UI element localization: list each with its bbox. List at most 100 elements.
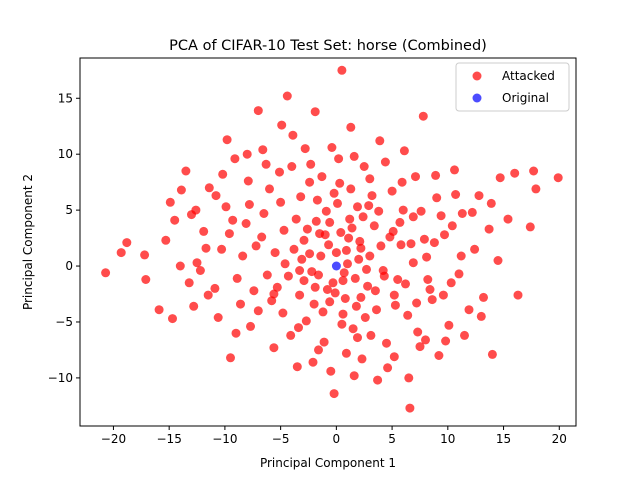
attacked-point: [338, 276, 348, 286]
attacked-point: [308, 357, 318, 367]
attacked-point: [432, 193, 442, 203]
attacked-point: [383, 363, 393, 373]
attacked-point: [370, 286, 380, 296]
attacked-point: [419, 234, 429, 244]
attacked-point: [184, 278, 194, 288]
attacked-point: [297, 254, 307, 264]
attacked-point: [454, 269, 464, 279]
attacked-point: [389, 290, 399, 300]
attacked-point: [282, 91, 292, 101]
plot-area-frame: [79, 57, 577, 427]
attacked-point: [327, 143, 337, 152]
attacked-point: [253, 306, 263, 316]
attacked-point: [265, 184, 274, 194]
attacked-point: [369, 221, 379, 231]
attacked-point: [204, 183, 214, 193]
attacked-point: [305, 177, 315, 187]
attacked-point: [553, 173, 563, 183]
attacked-point: [299, 276, 309, 286]
attacked-point: [296, 192, 306, 202]
legend-label-attacked: Attacked: [502, 69, 555, 83]
legend-marker-original: [472, 93, 482, 103]
attacked-point: [275, 167, 284, 177]
attacked-point: [350, 273, 360, 283]
points-layer: [101, 65, 563, 413]
attacked-point: [355, 236, 365, 246]
attacked-point: [267, 296, 277, 306]
attacked-point: [249, 286, 259, 296]
attacked-point: [228, 215, 238, 225]
attacked-point: [277, 120, 287, 130]
attacked-point: [464, 305, 474, 315]
attacked-point: [356, 243, 366, 253]
y-tick-label: 0: [65, 259, 73, 273]
attacked-point: [404, 373, 414, 383]
attacked-point: [318, 307, 328, 317]
attacked-point: [306, 159, 316, 169]
attacked-point: [460, 330, 469, 340]
attacked-point: [363, 281, 373, 291]
x-tick-label: 10: [440, 432, 455, 446]
attacked-point: [337, 65, 347, 75]
attacked-point: [165, 197, 175, 207]
attacked-point: [312, 195, 322, 205]
attacked-point: [389, 352, 399, 362]
attacked-point: [346, 184, 356, 194]
attacked-point: [354, 254, 364, 264]
x-tick-label: 5: [388, 432, 396, 446]
attacked-point: [326, 366, 336, 376]
attacked-point: [246, 321, 255, 331]
x-tick-label: −10: [212, 432, 237, 446]
attacked-point: [289, 244, 299, 254]
attacked-point: [408, 212, 418, 222]
attacked-point: [310, 282, 320, 292]
attacked-point: [187, 210, 196, 220]
attacked-point: [349, 371, 359, 381]
attacked-point: [329, 188, 339, 198]
attacked-point: [189, 301, 199, 311]
x-axis-ticks: −20 −15 −10 −5 0 5 10 15 20: [101, 426, 567, 446]
attacked-point: [393, 275, 403, 284]
attacked-point: [406, 239, 416, 249]
attacked-point: [307, 267, 317, 277]
attacked-point: [340, 294, 350, 303]
chart-title: PCA of CIFAR-10 Test Set: horse (Combine…: [169, 38, 487, 54]
attacked-point: [427, 295, 437, 305]
attacked-point: [513, 290, 523, 300]
attacked-point: [374, 206, 384, 216]
attacked-point: [470, 244, 480, 254]
attacked-point: [444, 320, 454, 330]
attacked-point: [324, 240, 334, 250]
attacked-point: [311, 216, 321, 226]
attacked-point: [270, 248, 280, 258]
attacked-point: [349, 151, 359, 161]
attacked-point: [447, 221, 457, 231]
attacked-point: [262, 270, 272, 280]
legend-box: [455, 62, 570, 112]
attacked-point: [218, 169, 228, 179]
attacked-point: [253, 106, 263, 116]
attacked-point: [317, 172, 327, 182]
x-axis-label: Principal Component 1: [260, 456, 396, 470]
attacked-point: [195, 266, 205, 275]
legend: Attacked Original: [455, 62, 570, 112]
attacked-point: [224, 229, 234, 239]
attacked-point: [221, 202, 231, 212]
attacked-point: [365, 174, 375, 184]
attacked-point: [232, 273, 242, 283]
attacked-point: [231, 328, 241, 338]
attacked-point: [335, 178, 345, 188]
y-tick-label: 15: [58, 91, 73, 105]
attacked-point: [337, 319, 347, 329]
attacked-point: [286, 330, 296, 340]
attacked-point: [405, 403, 415, 413]
attacked-point: [373, 375, 383, 385]
attacked-point: [411, 172, 420, 182]
attacked-point: [279, 225, 289, 235]
attacked-point: [321, 206, 331, 216]
attacked-point: [531, 184, 541, 194]
attacked-point: [291, 214, 301, 224]
attacked-point: [362, 264, 371, 274]
attacked-point: [295, 290, 305, 300]
